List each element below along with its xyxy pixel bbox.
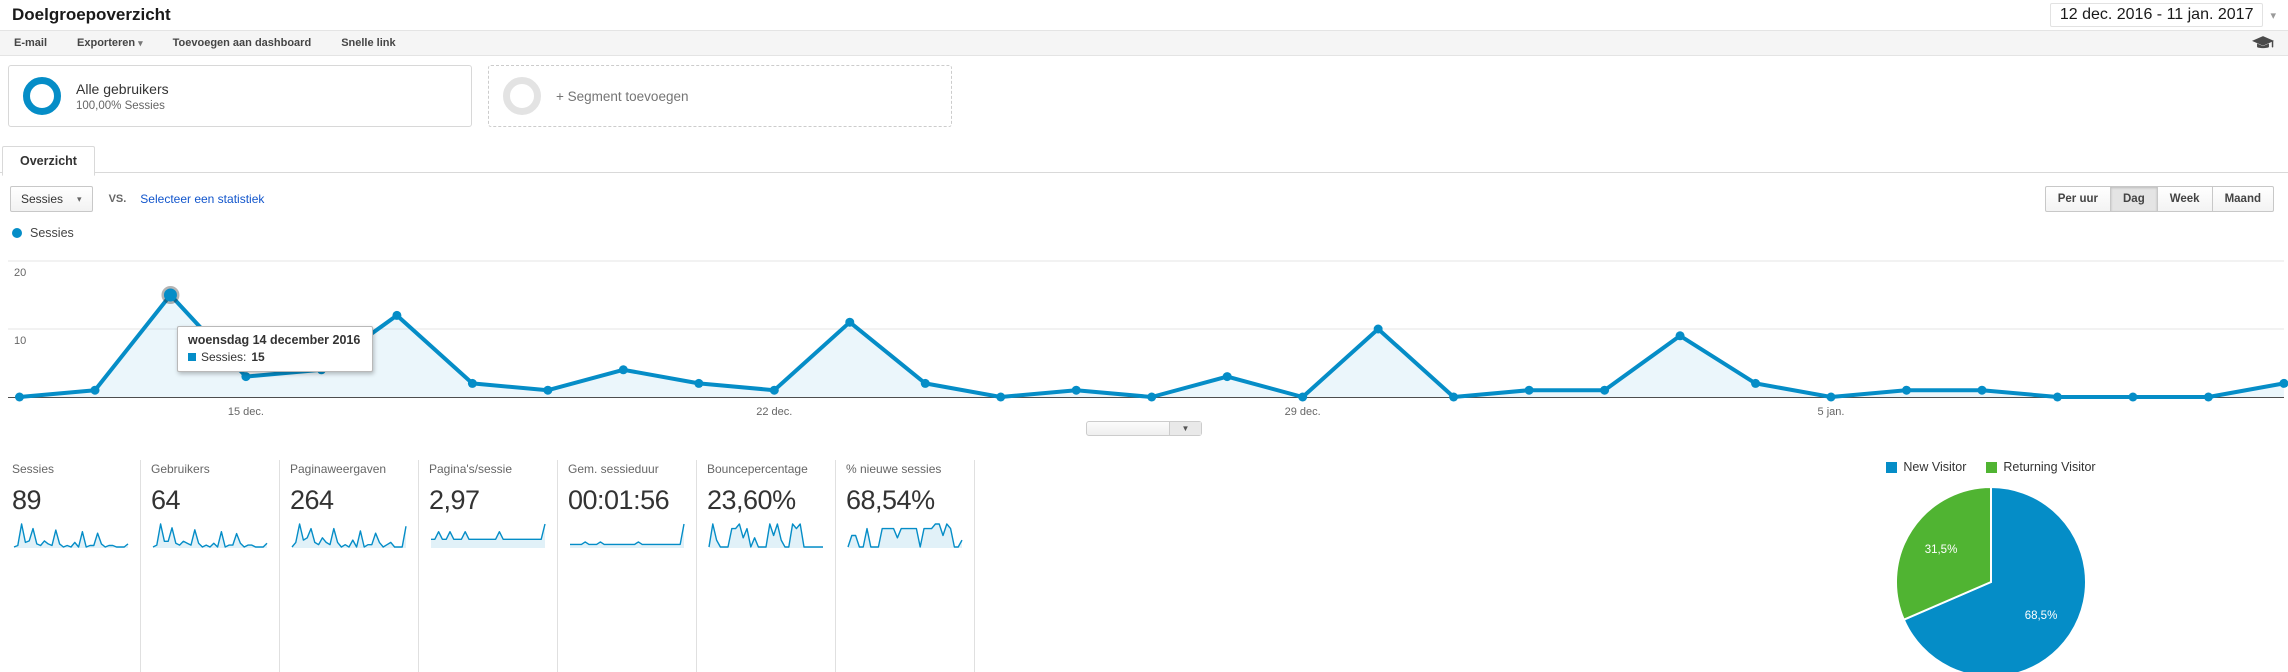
- sessions-chart-canvas[interactable]: 10 20 15 dec. 22 dec. 29 dec. 5 jan.: [0, 242, 2288, 420]
- date-range-value[interactable]: 12 dec. 2016 - 11 jan. 2017: [2049, 3, 2264, 27]
- granularity-per-uur[interactable]: Per uur: [2044, 186, 2111, 212]
- bottom-spacer: [983, 460, 1826, 672]
- metric-sparkline: [431, 523, 546, 548]
- select-metric-link[interactable]: Selecteer een statistiek: [140, 192, 265, 206]
- legend-returning-visitor[interactable]: Returning Visitor: [1986, 460, 2096, 474]
- metric-selector-arrow-icon: ▾: [77, 193, 82, 204]
- segment-name: Alle gebruikers: [76, 80, 169, 97]
- metric-gebruikers[interactable]: Gebruikers 64: [149, 460, 280, 672]
- metric-sparkline: [570, 523, 685, 548]
- returning-visitor-swatch-icon: [1986, 461, 1998, 473]
- svg-text:31,5%: 31,5%: [1925, 544, 1958, 556]
- shortcut-button[interactable]: Snelle link: [341, 37, 396, 49]
- metric-selector-dropdown[interactable]: Sessies ▾: [10, 186, 93, 212]
- export-button[interactable]: Exporteren ▾: [77, 37, 143, 49]
- metric-sparkline: [847, 523, 963, 548]
- drawer-grip: [1087, 422, 1169, 435]
- add-to-dashboard-button[interactable]: Toevoegen aan dashboard: [172, 37, 312, 49]
- svg-text:68,5%: 68,5%: [2025, 610, 2058, 622]
- chart-controls: Sessies ▾ VS. Selecteer een statistiek P…: [0, 173, 2288, 216]
- annotations-handle-row: ▼: [0, 421, 2288, 436]
- svg-text:10: 10: [14, 335, 26, 347]
- metric-sessies[interactable]: Sessies 89: [10, 460, 141, 672]
- new-visitor-swatch-icon: [1886, 461, 1898, 473]
- date-range-control[interactable]: 12 dec. 2016 - 11 jan. 2017 ▾: [2049, 3, 2276, 27]
- annotations-drawer-handle[interactable]: ▼: [1086, 421, 1202, 436]
- metric-sparkline: [708, 523, 823, 548]
- granularity-buttons: Per uur Dag Week Maand: [2044, 186, 2274, 212]
- metric-sparkline: [152, 523, 268, 548]
- education-cap-icon[interactable]: [2252, 35, 2274, 52]
- add-segment-donut-icon: [503, 77, 541, 115]
- header: Doelgroepoverzicht 12 dec. 2016 - 11 jan…: [0, 0, 2288, 30]
- visitor-type-pie-block: New Visitor Returning Visitor 68,5% 31,5%: [1826, 460, 2156, 672]
- metric-paginas-sessie[interactable]: Pagina's/sessie 2,97: [427, 460, 558, 672]
- metric-selector-value: Sessies: [21, 192, 64, 206]
- segment-all-users[interactable]: Alle gebruikers 100,00% Sessies: [8, 65, 472, 127]
- summary-section: Sessies 89 Gebruikers 64 Paginaweergaven…: [0, 460, 2288, 672]
- metric-bouncepercentage[interactable]: Bouncepercentage 23,60%: [705, 460, 836, 672]
- vs-label: VS.: [108, 193, 127, 205]
- tooltip-value: 15: [251, 350, 265, 364]
- sessions-legend-dot-icon: [12, 228, 22, 238]
- granularity-maand[interactable]: Maand: [2211, 186, 2274, 212]
- add-segment-label: + Segment toevoegen: [556, 88, 689, 104]
- email-button[interactable]: E-mail: [14, 37, 48, 49]
- metric-cards: Sessies 89 Gebruikers 64 Paginaweergaven…: [10, 460, 983, 672]
- segments-row: Alle gebruikers 100,00% Sessies + Segmen…: [0, 56, 2288, 135]
- granularity-week[interactable]: Week: [2156, 186, 2213, 212]
- metric-sparkline: [291, 523, 407, 548]
- tooltip-series-icon: [188, 353, 196, 361]
- drawer-expand-icon: ▼: [1169, 422, 1201, 435]
- svg-text:20: 20: [14, 267, 26, 279]
- segment-detail: 100,00% Sessies: [76, 99, 165, 112]
- svg-text:29 dec.: 29 dec.: [1285, 406, 1321, 418]
- chart-legend: Sessies: [0, 216, 2288, 242]
- metric-gem-sessieduur[interactable]: Gem. sessieduur 00:01:56: [566, 460, 697, 672]
- tab-overzicht[interactable]: Overzicht: [2, 146, 95, 176]
- tab-bar: Overzicht: [0, 135, 2288, 176]
- add-segment-button[interactable]: + Segment toevoegen: [488, 65, 952, 127]
- metric-paginaweergaven[interactable]: Paginaweergaven 264: [288, 460, 419, 672]
- date-range-dropdown-icon[interactable]: ▾: [2270, 9, 2276, 22]
- chart-tooltip: woensdag 14 december 2016 Sessies: 15: [177, 326, 374, 372]
- page-title: Doelgroepoverzicht: [12, 5, 171, 24]
- visitor-type-pie-chart[interactable]: 68,5% 31,5%: [1841, 482, 2141, 672]
- segment-donut-icon: [23, 77, 61, 115]
- svg-text:5 jan.: 5 jan.: [1818, 406, 1845, 418]
- sessions-line-chart[interactable]: 10 20 15 dec. 22 dec. 29 dec. 5 jan. woensdag…: [0, 242, 2288, 420]
- sessions-legend-label: Sessies: [30, 226, 74, 240]
- legend-new-visitor[interactable]: New Visitor: [1886, 460, 1966, 474]
- pie-legend: New Visitor Returning Visitor: [1826, 460, 2156, 474]
- tooltip-series-label: Sessies:: [201, 350, 247, 364]
- svg-text:22 dec.: 22 dec.: [756, 406, 792, 418]
- granularity-dag[interactable]: Dag: [2110, 186, 2158, 212]
- export-dropdown-icon: ▾: [138, 38, 143, 48]
- action-toolbar: E-mail Exporteren ▾ Toevoegen aan dashboa…: [0, 30, 2288, 56]
- metric-nieuwe-sessies[interactable]: % nieuwe sessies 68,54%: [844, 460, 975, 672]
- metric-sparkline: [13, 523, 129, 548]
- svg-text:15 dec.: 15 dec.: [228, 406, 264, 418]
- tooltip-date: woensdag 14 december 2016: [188, 333, 361, 347]
